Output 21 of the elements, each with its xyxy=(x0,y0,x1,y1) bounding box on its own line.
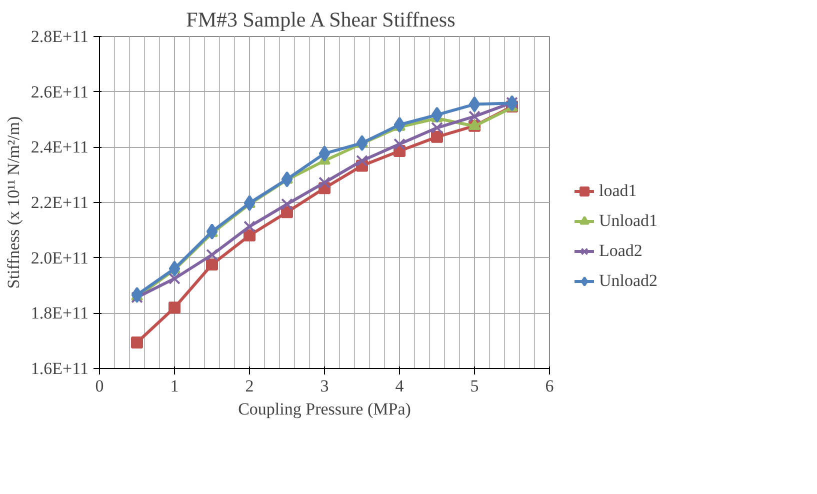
x-tick-label: 3 xyxy=(320,376,329,396)
x-tick-label: 1 xyxy=(170,376,179,396)
x-tick-label: 0 xyxy=(95,376,104,396)
legend-label: load1 xyxy=(599,180,637,200)
y-tick-label: 1.6E+11 xyxy=(30,359,89,378)
legend-label: Unload1 xyxy=(599,210,658,230)
y-tick-label: 2.6E+11 xyxy=(30,82,89,102)
chart-title: FM#3 Sample A Shear Stiffness xyxy=(186,8,456,32)
y-axis-title: Stiffness (x 10¹¹ N/m²/m) xyxy=(4,116,23,289)
x-axis-title: Coupling Pressure (MPa) xyxy=(238,400,411,418)
x-tick-label: 5 xyxy=(470,376,479,396)
y-tick-label: 2.8E+11 xyxy=(30,27,89,46)
legend-label: Load2 xyxy=(599,240,642,260)
y-tick-label: 2.0E+11 xyxy=(30,248,89,268)
y-tick-label: 2.2E+11 xyxy=(30,193,89,212)
x-tick-label: 4 xyxy=(395,376,404,396)
x-tick-label: 6 xyxy=(545,376,554,396)
x-tick-label: 2 xyxy=(245,376,254,396)
legend-label: Unload2 xyxy=(599,270,658,290)
y-tick-label: 1.8E+11 xyxy=(30,304,89,323)
y-tick-label: 2.4E+11 xyxy=(30,138,89,157)
